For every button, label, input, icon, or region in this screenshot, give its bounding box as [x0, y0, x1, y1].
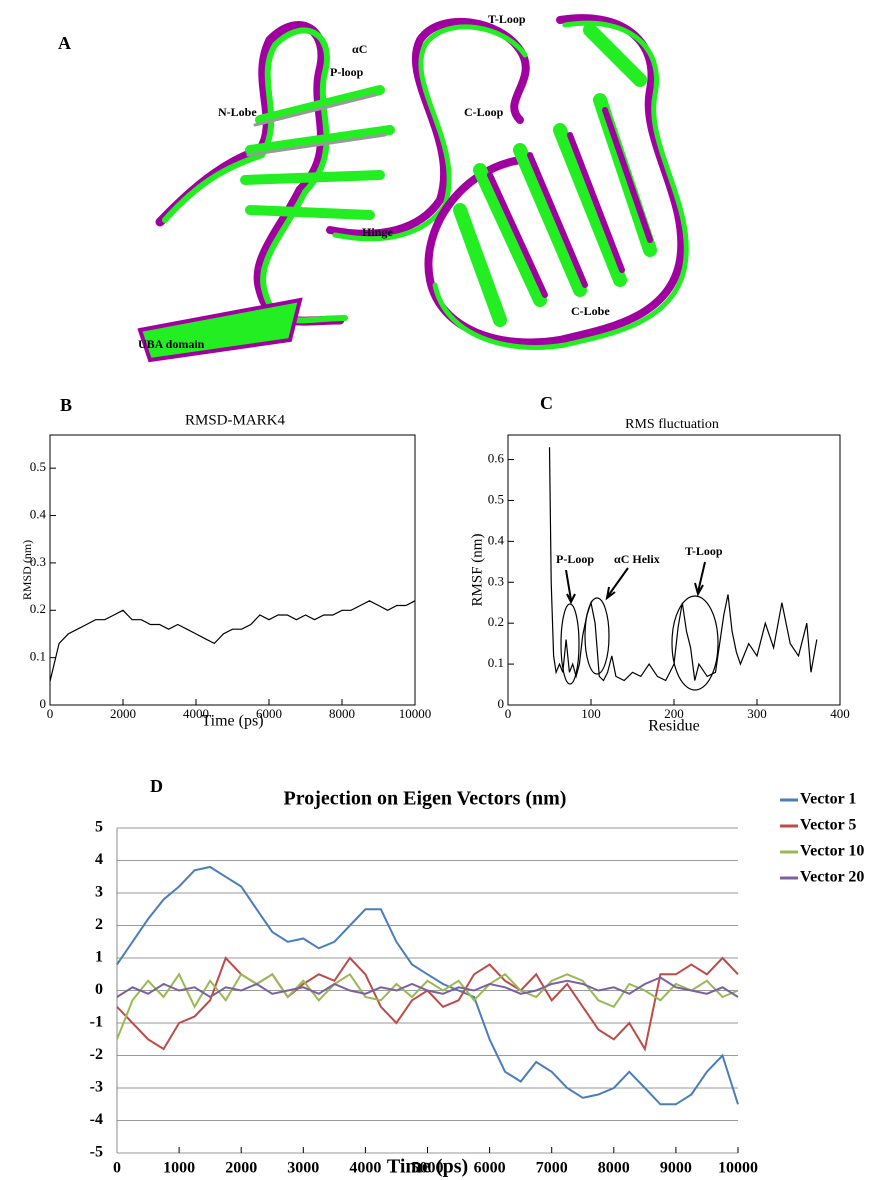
y-tick-label: 0.4 [488, 532, 505, 547]
x-tick-label: 10000 [399, 706, 432, 721]
x-tick-label: 8000 [329, 706, 355, 721]
x-tick-label: 0 [505, 706, 512, 721]
x-tick-label: 200 [664, 706, 684, 721]
x-tick-label: 0 [47, 706, 54, 721]
y-tick-label: -1 [90, 1014, 103, 1031]
x-axis-label: Time (ps) [201, 713, 263, 730]
x-tick-label: 9000 [660, 1160, 692, 1177]
x-tick-label: 4000 [183, 706, 209, 721]
legend-label: Vector 10 [800, 843, 864, 860]
structure-label: P-loop [330, 65, 364, 79]
y-tick-label: 0.2 [30, 601, 46, 616]
plot-frame [49, 434, 416, 706]
y-tick-label: 5 [95, 819, 103, 836]
chart-title: Projection on Eigen Vectors (nm) [284, 788, 567, 810]
panel-label: B [60, 395, 72, 415]
x-tick-label: 6000 [474, 1160, 506, 1177]
y-axis-label: RMSD (nm) [20, 540, 34, 600]
protein-cartoon [137, 14, 689, 363]
x-tick-label: 8000 [598, 1160, 630, 1177]
data-line [548, 447, 818, 682]
y-tick-label: 0.1 [488, 655, 504, 670]
legend-label: Vector 20 [800, 869, 864, 886]
x-tick-label: 2000 [225, 1160, 257, 1177]
series-line [116, 976, 739, 999]
legend-label: Vector 1 [800, 791, 856, 808]
y-tick-label: 1 [95, 949, 103, 966]
structure-label: N-Lobe [218, 105, 257, 119]
annotation: P-Loop [556, 552, 594, 566]
y-tick-label: 0.6 [488, 451, 505, 466]
region-highlights [560, 561, 719, 691]
y-tick-label: 0 [40, 696, 47, 711]
y-tick-label: 3 [95, 884, 103, 901]
x-tick-label: 0 [113, 1160, 121, 1177]
structure-label: C-Loop [464, 105, 504, 119]
y-tick-label: -3 [90, 1079, 103, 1096]
y-tick-label: 0.5 [30, 459, 46, 474]
annotation: αC Helix [614, 552, 660, 566]
x-tick-label: 6000 [256, 706, 282, 721]
y-tick-label: 0.5 [488, 491, 504, 506]
x-tick-label: 10000 [718, 1160, 758, 1177]
x-tick-label: 400 [830, 706, 850, 721]
annotation: T-Loop [685, 544, 723, 558]
y-tick-label: -5 [90, 1144, 103, 1161]
structure-label: αC [352, 42, 367, 56]
y-tick-label: 0.3 [30, 554, 46, 569]
structure-label: C-Lobe [571, 304, 610, 318]
y-tick-label: -4 [90, 1111, 103, 1128]
panel-label: C [540, 393, 553, 413]
y-tick-label: 0.2 [488, 614, 504, 629]
y-axis-label: RMSF (nm) [469, 534, 485, 607]
x-tick-label: 7000 [536, 1160, 568, 1177]
y-tick-label: 2 [95, 916, 103, 933]
chart-title: RMSD-MARK4 [185, 412, 286, 428]
y-tick-label: 4 [95, 851, 103, 868]
panel-label: D [150, 776, 163, 796]
structure-label: T-Loop [488, 12, 526, 26]
y-tick-label: 0.1 [30, 649, 46, 664]
chart-title: RMS fluctuation [625, 417, 719, 432]
y-tick-label: 0.4 [30, 507, 47, 522]
x-tick-label: 3000 [287, 1160, 319, 1177]
data-line [49, 600, 416, 682]
y-tick-label: 0 [95, 981, 103, 998]
series-line [116, 865, 739, 1106]
x-tick-label: 4000 [349, 1160, 381, 1177]
x-axis-label: Residue [648, 718, 700, 735]
x-tick-label: 5000 [412, 1160, 444, 1177]
plot-frame [507, 434, 841, 706]
structure-label: UBA domain [138, 337, 205, 351]
x-axis-label: Time (ps) [387, 1156, 468, 1178]
x-tick-label: 100 [581, 706, 601, 721]
y-tick-label: 0.3 [488, 573, 504, 588]
series-line [116, 972, 739, 1040]
x-tick-label: 2000 [110, 706, 136, 721]
x-tick-label: 1000 [163, 1160, 195, 1177]
y-tick-label: -2 [90, 1046, 103, 1063]
y-tick-label: 0 [498, 696, 505, 711]
structure-label: Hinge [362, 225, 393, 239]
legend-label: Vector 5 [800, 817, 856, 834]
x-tick-label: 300 [747, 706, 767, 721]
panel-label: A [58, 33, 71, 53]
